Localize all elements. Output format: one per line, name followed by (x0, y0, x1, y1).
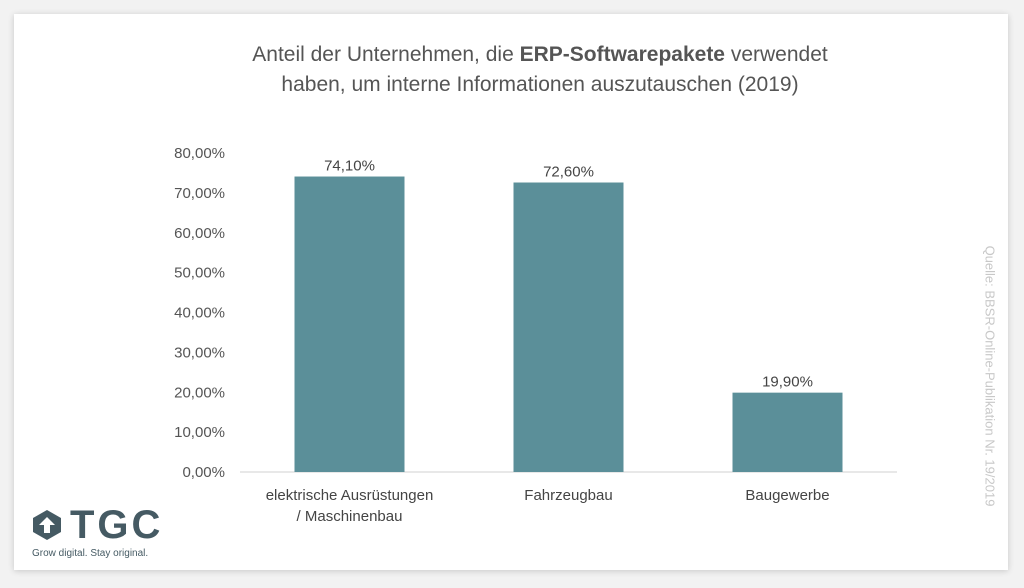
x-tick-label: Baugewerbe (745, 487, 829, 504)
y-tick-label: 10,00% (174, 424, 225, 441)
y-tick-label: 40,00% (174, 305, 225, 322)
y-tick-label: 30,00% (174, 344, 225, 361)
y-tick-label: 60,00% (174, 225, 225, 242)
title-text-start: Anteil der Unternehmen, die (252, 43, 520, 66)
chart-card (14, 14, 1008, 570)
x-tick-label: Fahrzeugbau (524, 487, 612, 504)
y-tick-label: 50,00% (174, 265, 225, 282)
title-text-end: verwendet (725, 43, 828, 66)
bar (513, 182, 624, 472)
tgc-logo: TGC Grow digital. Stay original. (30, 503, 180, 565)
tgc-logo-icon (33, 510, 61, 540)
title-emphasis: ERP-Softwarepakete (519, 43, 725, 66)
chart-title: Anteil der Unternehmen, die ERP-Software… (120, 40, 960, 100)
source-note: Quelle: BBSR-Online-Publikation Nr. 19/2… (982, 245, 998, 507)
data-label: 72,60% (543, 164, 594, 181)
y-tick-label: 80,00% (174, 145, 225, 162)
data-label: 19,90% (762, 374, 813, 391)
title-line-2: haben, um interne Informationen auszutau… (281, 73, 799, 96)
logo-wordmark: TGC (70, 503, 164, 547)
bar (732, 392, 843, 472)
x-tick-label: elektrische Ausrüstungen (266, 487, 434, 504)
x-tick-label: / Maschinenbau (297, 508, 403, 525)
y-tick-label: 70,00% (174, 185, 225, 202)
data-label: 74,10% (324, 158, 375, 175)
y-tick-label: 0,00% (182, 464, 225, 481)
y-tick-label: 20,00% (174, 384, 225, 401)
logo-slogan: Grow digital. Stay original. (32, 548, 149, 559)
bar (294, 176, 405, 472)
